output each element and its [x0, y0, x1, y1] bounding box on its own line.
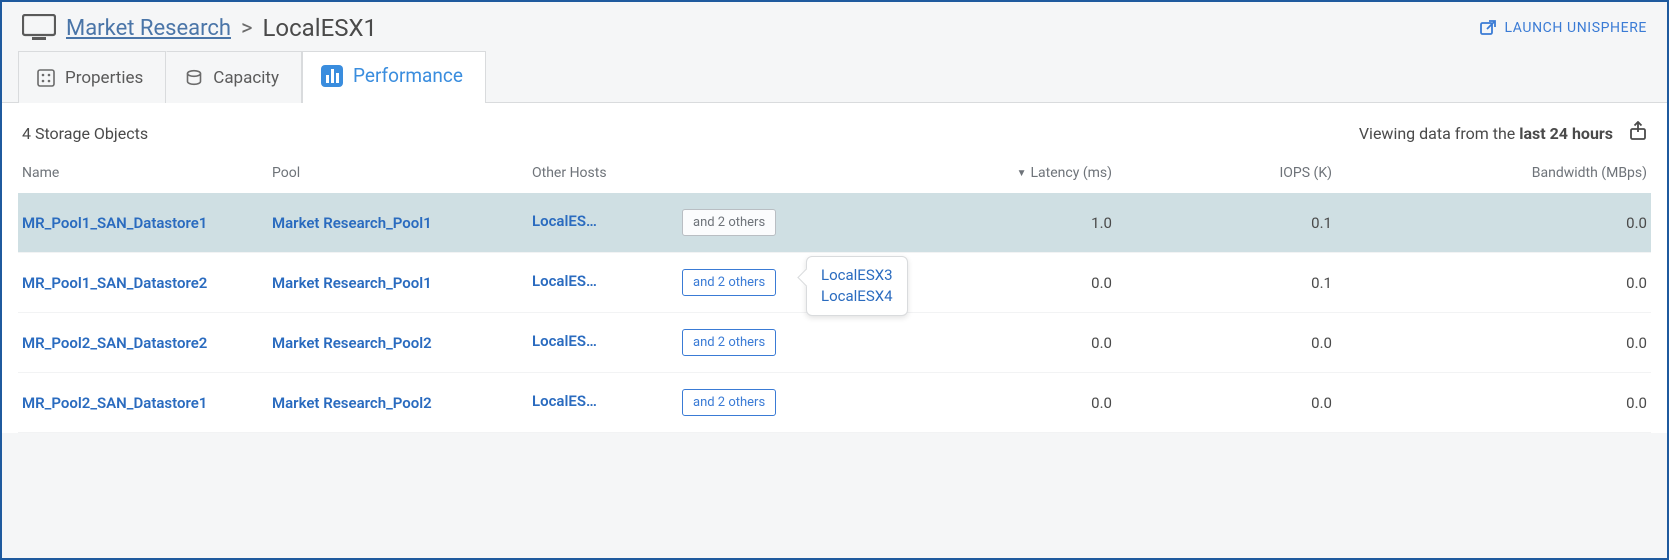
breadcrumb-parent-link[interactable]: Market Research	[66, 16, 231, 41]
storage-objects-count: 4 Storage Objects	[22, 124, 148, 143]
sort-caret-icon: ▼	[1017, 168, 1027, 179]
col-name[interactable]: Name	[22, 165, 272, 181]
cell-bandwidth: 0.0	[1332, 274, 1647, 292]
cell-pool: Market Research_Pool1	[272, 274, 532, 292]
cell-iops: 0.0	[1112, 334, 1332, 352]
viewing-range: Viewing data from the last 24 hours	[1359, 121, 1647, 145]
pool-link[interactable]: Market Research_Pool2	[272, 334, 432, 352]
viewing-range-value: last 24 hours	[1519, 124, 1613, 143]
datastore-link[interactable]: MR_Pool1_SAN_Datastore2	[22, 274, 207, 292]
datastore-link[interactable]: MR_Pool2_SAN_Datastore2	[22, 334, 207, 352]
cell-iops: 0.0	[1112, 394, 1332, 412]
cell-other-hosts-chip: and 2 others	[682, 389, 932, 416]
other-hosts-chip[interactable]: and 2 others	[682, 209, 776, 236]
cell-other-hosts-chip: and 2 others	[682, 329, 932, 356]
cell-name: MR_Pool1_SAN_Datastore1	[22, 214, 272, 232]
table-header-row: Name Pool Other Hosts ▼ Latency (ms) IOP…	[18, 159, 1651, 193]
launch-unisphere-button[interactable]: LAUNCH UNISPHERE	[1479, 19, 1647, 37]
datastore-link[interactable]: MR_Pool1_SAN_Datastore1	[22, 214, 207, 232]
cell-iops: 0.1	[1112, 214, 1332, 232]
other-hosts-chip[interactable]: and 2 others	[682, 389, 776, 416]
share-icon[interactable]	[1629, 121, 1647, 145]
cell-bandwidth: 0.0	[1332, 214, 1647, 232]
cell-bandwidth: 0.0	[1332, 334, 1647, 352]
table-row[interactable]: MR_Pool2_SAN_Datastore2 Market Research_P…	[18, 313, 1651, 373]
col-iops[interactable]: IOPS (K)	[1112, 165, 1332, 181]
viewing-prefix: Viewing data from the	[1359, 124, 1519, 143]
cell-latency: 1.0	[932, 214, 1112, 232]
table-row[interactable]: MR_Pool2_SAN_Datastore1 Market Research_P…	[18, 373, 1651, 433]
cell-other-hosts: LocalES…	[532, 272, 682, 294]
pool-link[interactable]: Market Research_Pool2	[272, 394, 432, 412]
table-row[interactable]: MR_Pool1_SAN_Datastore1 Market Research_P…	[18, 193, 1651, 253]
host-link[interactable]: LocalES…	[532, 332, 597, 350]
capacity-icon	[185, 69, 203, 87]
properties-icon	[37, 69, 55, 87]
performance-icon	[321, 65, 343, 87]
launch-unisphere-label: LAUNCH UNISPHERE	[1505, 20, 1647, 36]
pool-link[interactable]: Market Research_Pool1	[272, 214, 432, 232]
cell-pool: Market Research_Pool2	[272, 394, 532, 412]
app-frame: Market Research > LocalESX1 LAUNCH UNISP…	[0, 0, 1669, 560]
content-summary-bar: 4 Storage Objects Viewing data from the …	[18, 117, 1651, 159]
cell-other-hosts: LocalES…	[532, 212, 682, 234]
cell-name: MR_Pool2_SAN_Datastore1	[22, 394, 272, 412]
cell-latency: 0.0	[932, 334, 1112, 352]
tab-properties-label: Properties	[65, 68, 143, 88]
other-hosts-chip[interactable]: and 2 others	[682, 269, 776, 296]
breadcrumb: Market Research > LocalESX1	[22, 14, 377, 42]
tabs: Properties Capacity Performance	[2, 50, 1667, 103]
col-latency-label: Latency (ms)	[1031, 165, 1112, 181]
tab-properties[interactable]: Properties	[18, 51, 166, 103]
other-hosts-chip[interactable]: and 2 others	[682, 329, 776, 356]
cell-other-hosts-chip: and 2 others	[682, 209, 932, 236]
cell-pool: Market Research_Pool1	[272, 214, 532, 232]
col-other-hosts[interactable]: Other Hosts	[532, 165, 682, 181]
external-link-icon	[1479, 19, 1497, 37]
tooltip-host: LocalESX4	[821, 286, 893, 307]
cell-latency: 0.0	[932, 274, 1112, 292]
system-icon	[22, 14, 56, 42]
cell-bandwidth: 0.0	[1332, 394, 1647, 412]
cell-other-hosts: LocalES…	[532, 332, 682, 354]
host-link[interactable]: LocalES…	[532, 272, 597, 290]
cell-name: MR_Pool2_SAN_Datastore2	[22, 334, 272, 352]
cell-pool: Market Research_Pool2	[272, 334, 532, 352]
col-bandwidth[interactable]: Bandwidth (MBps)	[1332, 165, 1647, 181]
cell-other-hosts: LocalES…	[532, 392, 682, 414]
tab-performance[interactable]: Performance	[302, 51, 486, 103]
cell-name: MR_Pool1_SAN_Datastore2	[22, 274, 272, 292]
breadcrumb-separator: >	[241, 16, 253, 41]
tooltip-host: LocalESX3	[821, 265, 893, 286]
host-link[interactable]: LocalES…	[532, 392, 597, 410]
tab-performance-label: Performance	[353, 64, 463, 87]
cell-latency: 0.0	[932, 394, 1112, 412]
header-bar: Market Research > LocalESX1 LAUNCH UNISP…	[2, 2, 1667, 50]
cell-iops: 0.1	[1112, 274, 1332, 292]
tab-capacity-label: Capacity	[213, 68, 279, 88]
host-link[interactable]: LocalES…	[532, 212, 597, 230]
tab-capacity[interactable]: Capacity	[166, 51, 302, 103]
datastore-link[interactable]: MR_Pool2_SAN_Datastore1	[22, 394, 207, 412]
col-pool[interactable]: Pool	[272, 165, 532, 181]
pool-link[interactable]: Market Research_Pool1	[272, 274, 432, 292]
breadcrumb-current: LocalESX1	[263, 14, 378, 42]
other-hosts-tooltip: LocalESX3LocalESX4	[806, 256, 908, 316]
col-latency[interactable]: ▼ Latency (ms)	[932, 165, 1112, 181]
